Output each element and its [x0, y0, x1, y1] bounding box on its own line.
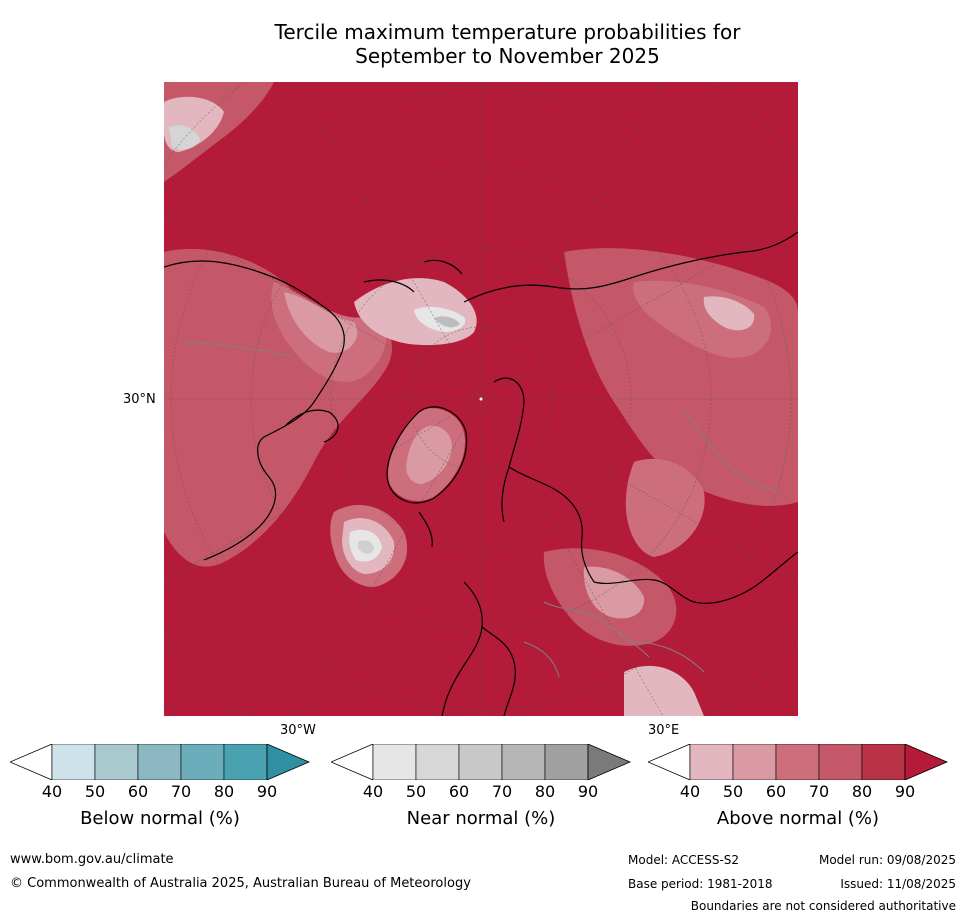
tick-label: 70	[491, 782, 513, 801]
south-asia-probability-field	[624, 665, 704, 716]
tick-label: 50	[405, 782, 427, 801]
colorbar-below-normal	[10, 744, 310, 780]
colorbar-above-normal	[648, 744, 948, 780]
footer-disclaimer: Boundaries are not considered authoritat…	[690, 899, 956, 913]
eurasia-probability-field	[543, 248, 798, 646]
colorbar-near-normal-swatches	[331, 744, 631, 780]
colorbar-above-label: Above normal (%)	[716, 808, 880, 829]
tick-label: 50	[84, 782, 106, 801]
north-pole-marker	[479, 397, 483, 401]
tick-label: 40	[41, 782, 63, 801]
atlantic-probability-field	[330, 504, 408, 587]
tick-label: 80	[534, 782, 556, 801]
tick-label: 80	[851, 782, 873, 801]
colorbar-below-ticks: 40 50 60 70 80 90	[10, 782, 310, 802]
tick-label: 90	[577, 782, 599, 801]
tick-label: 50	[722, 782, 744, 801]
tick-label: 40	[362, 782, 384, 801]
colorbar-above-ticks: 40 50 60 70 80 90	[648, 782, 948, 802]
colorbar-above-normal-swatches	[648, 744, 948, 780]
coastlines	[164, 231, 798, 716]
title-line-2: September to November 2025	[355, 44, 660, 68]
tick-label: 60	[127, 782, 149, 801]
lon-label-30e: 30°E	[648, 723, 680, 738]
lon-label-30w: 30°W	[280, 723, 316, 738]
greenland-probability-field	[388, 408, 465, 502]
north-america-probability-field	[164, 248, 393, 567]
tick-label: 70	[170, 782, 192, 801]
tick-label: 70	[808, 782, 830, 801]
tick-label: 60	[765, 782, 787, 801]
footer-model: Model: ACCESS-S2	[628, 853, 740, 867]
tick-label: 60	[448, 782, 470, 801]
tick-label: 90	[256, 782, 278, 801]
title-line-1: Tercile maximum temperature probabilitie…	[274, 20, 741, 44]
footer-copyright: © Commonwealth of Australia 2025, Austra…	[10, 876, 471, 891]
country-borders	[183, 341, 780, 678]
colorbar-below-label: Below normal (%)	[80, 808, 240, 829]
footer-website: www.bom.gov.au/climate	[10, 852, 174, 867]
footer-model-run: Model run: 09/08/2025	[818, 853, 956, 867]
tick-label: 80	[213, 782, 235, 801]
colorbar-below-normal-swatches	[10, 744, 310, 780]
colorbar-near-label: Near normal (%)	[406, 808, 556, 829]
colorbar-near-ticks: 40 50 60 70 80 90	[331, 782, 631, 802]
footer-issued: Issued: 11/08/2025	[840, 877, 956, 891]
tick-label: 90	[894, 782, 916, 801]
polar-map	[164, 82, 798, 716]
arctic-archipelago-field	[354, 278, 477, 346]
lat-label-30n: 30°N	[123, 392, 156, 407]
chart-title: Tercile maximum temperature probabilitie…	[160, 20, 855, 68]
colorbar-near-normal	[331, 744, 631, 780]
tick-label: 40	[679, 782, 701, 801]
footer-base-period: Base period: 1981-2018	[628, 877, 773, 891]
pacific-probability-field	[164, 82, 274, 182]
